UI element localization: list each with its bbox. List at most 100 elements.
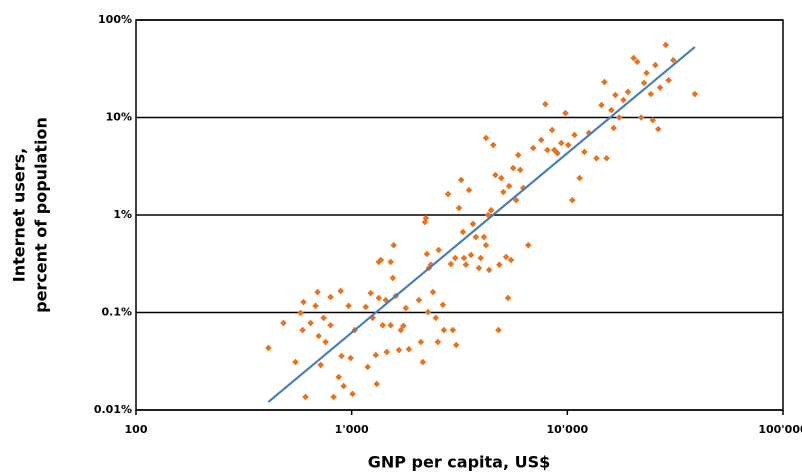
scatter-point <box>562 109 569 117</box>
scatter-point <box>640 79 648 87</box>
scatter-point <box>496 261 503 269</box>
scatter-point <box>480 233 488 241</box>
scatter-point <box>571 131 578 139</box>
scatter-point <box>369 314 377 322</box>
scatter-point <box>603 154 610 162</box>
scatter-point <box>377 256 385 264</box>
scatter-point <box>665 76 672 84</box>
scatter-point <box>489 141 497 149</box>
scatter-point <box>419 358 427 366</box>
scatter-point <box>504 294 512 302</box>
scatter-point <box>537 136 545 144</box>
scatter-point <box>302 393 309 401</box>
scatter-point <box>327 321 334 329</box>
scatter-point <box>564 141 572 149</box>
scatter-point <box>497 174 505 182</box>
scatter-point <box>421 218 429 226</box>
scatter-point <box>542 100 549 108</box>
scatter-point <box>487 206 495 214</box>
scatter-point <box>434 338 442 346</box>
scatter-point <box>307 319 314 327</box>
scatter-point <box>593 154 600 162</box>
scatter-point <box>630 54 637 62</box>
scatter-point <box>569 196 576 204</box>
scatter-point <box>347 354 354 362</box>
x-tick-label: 100 <box>125 423 148 436</box>
scatter-point <box>624 88 632 96</box>
scatter-point <box>330 393 337 401</box>
scatter-point <box>460 254 468 262</box>
scatter-point <box>315 332 322 340</box>
scatter-point <box>482 134 490 142</box>
scatter-point <box>314 288 321 296</box>
scatter-point <box>457 176 465 184</box>
scatter-point <box>372 351 380 359</box>
scatter-point <box>389 274 397 282</box>
scatter-point <box>524 241 532 249</box>
scatter-point <box>495 326 502 334</box>
scatter-point <box>327 293 334 301</box>
scatter-point <box>647 90 655 98</box>
scatter-point <box>691 90 699 98</box>
scatter-point <box>422 214 430 222</box>
scatter-point <box>440 326 448 334</box>
x-axis-title: GNP per capita, US$ <box>368 453 551 472</box>
scatter-point <box>449 326 457 334</box>
scatter-point <box>312 302 319 310</box>
x-tick-label: 100'000 <box>758 423 802 436</box>
scatter-point <box>415 296 423 304</box>
scatter-point <box>375 258 383 266</box>
scatter-point <box>633 58 641 66</box>
scatter-point <box>601 78 608 86</box>
scatter-point <box>362 303 370 311</box>
scatter-point <box>475 264 483 272</box>
scatter-point <box>424 308 432 316</box>
scatter-point <box>472 233 480 241</box>
scatter-point <box>322 338 329 346</box>
scatter-point <box>382 296 390 304</box>
y-tick-label: 0.1% <box>101 306 132 319</box>
scatter-point <box>529 144 537 152</box>
scatter-point <box>485 266 493 274</box>
scatter-point <box>505 182 513 190</box>
scatter-point <box>557 139 565 147</box>
scatter-point <box>338 352 345 360</box>
scatter-point <box>432 314 440 322</box>
scatter-point <box>397 326 405 334</box>
scatter-point <box>400 322 407 330</box>
y-tick-label: 0.01% <box>94 403 132 416</box>
scatter-point <box>345 302 352 310</box>
scatter-point <box>462 261 470 269</box>
scatter-point <box>427 261 435 269</box>
scatter-point <box>317 361 324 369</box>
scatter-point <box>554 149 561 157</box>
scatter-point <box>373 380 381 388</box>
scatter-point <box>280 319 287 327</box>
scatter-point <box>610 124 617 132</box>
scatter-point <box>405 345 413 353</box>
scatter-point <box>581 148 588 156</box>
scatter-point <box>297 309 304 317</box>
scatter-point <box>512 196 520 204</box>
scatter-point <box>502 253 510 261</box>
scatter-point <box>548 126 556 134</box>
scatter-point <box>292 358 299 366</box>
scatter-point <box>265 344 272 352</box>
scatter-point <box>390 241 398 249</box>
scatter-point <box>455 204 463 212</box>
scatter-point <box>387 258 394 266</box>
scatter-point <box>656 84 664 91</box>
scatter-point <box>467 251 475 259</box>
scatter-point <box>335 373 343 381</box>
scatter-point <box>395 346 403 354</box>
scatter-point <box>423 250 431 258</box>
scatter-point <box>447 260 455 268</box>
scatter-point <box>507 256 515 264</box>
scatter-point <box>576 174 583 182</box>
scatter-point <box>459 228 467 236</box>
scatter-point <box>670 56 677 64</box>
x-tick-label: 10'000 <box>547 423 589 436</box>
scatter-point <box>652 61 659 69</box>
scatter-point <box>514 151 522 159</box>
scatter-point <box>662 41 670 49</box>
